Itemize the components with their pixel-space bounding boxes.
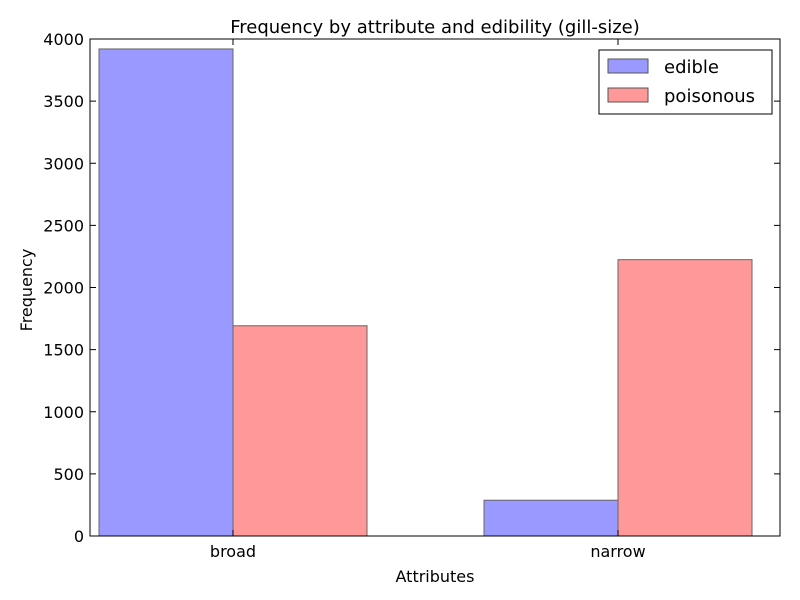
legend-swatch-poisonous [607, 87, 649, 103]
y-tick-label: 4000 [43, 30, 84, 49]
y-tick-label: 3500 [43, 92, 84, 111]
y-tick-label: 0 [74, 527, 84, 546]
y-axis-label: Frequency [17, 249, 36, 332]
legend-swatch-edible [607, 58, 649, 74]
x-axis-label: Attributes [396, 567, 475, 586]
legend-label-edible: edible [664, 57, 719, 78]
bar-edible-broad [98, 48, 234, 537]
y-tick-label: 2500 [43, 216, 84, 235]
bars-group [98, 48, 753, 537]
y-tick-label: 1500 [43, 341, 84, 360]
bar-poisonous-narrow [617, 259, 753, 537]
legend: edible poisonous [598, 49, 773, 115]
bar-poisonous-broad [232, 325, 368, 537]
y-tick-label: 500 [53, 465, 84, 484]
x-tick-label-broad: broad [210, 542, 256, 561]
y-axis-ticks: 0 500 1000 1500 2000 2500 3000 3500 4000 [43, 30, 780, 546]
chart-title: Frequency by attribute and edibility (gi… [230, 17, 640, 38]
y-tick-label: 2000 [43, 279, 84, 298]
x-tick-label-narrow: narrow [590, 542, 645, 561]
x-axis-ticks: broad narrow [210, 39, 646, 561]
bar-edible-narrow [483, 499, 619, 537]
plot-frame [89, 38, 781, 537]
y-tick-label: 1000 [43, 403, 84, 422]
legend-label-poisonous: poisonous [664, 86, 755, 107]
y-tick-label: 3000 [43, 154, 84, 173]
